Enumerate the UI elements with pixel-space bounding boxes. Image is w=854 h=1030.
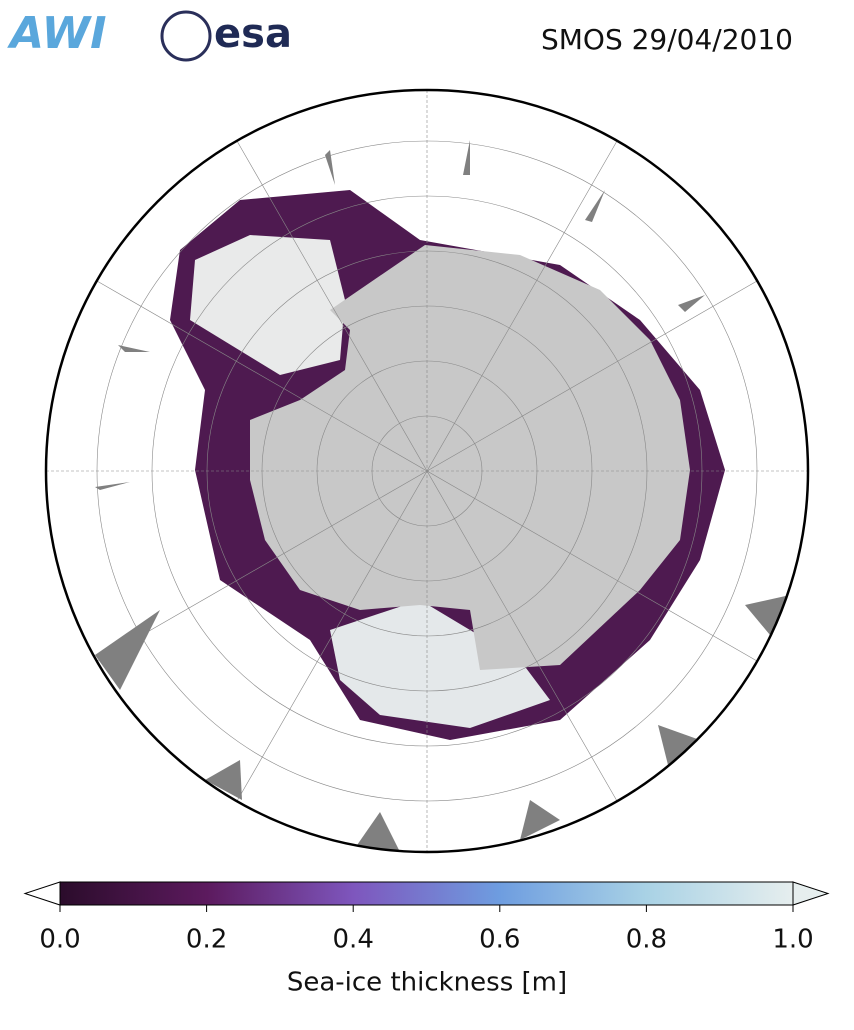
colorbar-tick-label: 0.6 — [479, 925, 520, 955]
islands — [95, 140, 790, 852]
weddell-ice — [190, 235, 345, 375]
colorbar-tick-label: 0.0 — [39, 925, 80, 955]
map-title: SMOS 29/04/2010 — [541, 23, 793, 56]
colorbar-tick-label: 0.2 — [186, 925, 227, 955]
colorbar-extend-low — [23, 881, 61, 906]
colorbar-extend-high — [792, 881, 830, 906]
colorbar-label: Sea-ice thickness [m] — [287, 968, 567, 998]
graticule — [46, 90, 808, 852]
colorbar — [59, 881, 794, 906]
ross-ice — [330, 600, 550, 728]
esa-logo: esa — [214, 11, 292, 57]
colorbar-tick-label: 0.4 — [333, 925, 374, 955]
esa-logo-mark — [160, 10, 212, 62]
colorbar-tick-label: 1.0 — [772, 925, 813, 955]
antarctica — [250, 245, 690, 670]
colorbar-tick-label: 0.8 — [626, 925, 667, 955]
map-boundary — [44, 88, 810, 854]
awi-logo: AWI — [7, 8, 107, 59]
map — [46, 90, 808, 852]
